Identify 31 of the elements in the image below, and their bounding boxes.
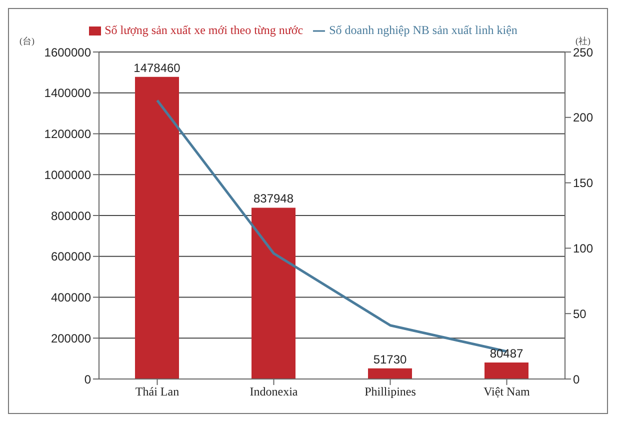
legend-label: Số lượng sản xuất xe mới theo từng nước [104,23,304,37]
bar [135,76,179,379]
bar [252,208,296,379]
x-tick-label: Phillipines [364,384,416,399]
bar [484,362,528,379]
y-tick-label: 0 [84,372,92,386]
y-tick-label: 1200000 [44,127,92,142]
y-tick-label: 400000 [50,290,92,305]
data-label: 1478460 [134,60,181,75]
legend-label: Số doanh nghiệp NB sản xuất linh kiện [329,23,518,37]
y2-tick-label: 100 [573,241,594,256]
y2-tick-label: 200 [573,110,594,125]
y2-tick-label: 0 [573,372,580,386]
y-tick-label: 1400000 [44,86,92,100]
y-tick-label: 200000 [50,331,92,346]
y-tick-label: 800000 [50,208,92,223]
y-tick-label: 1600000 [44,45,92,60]
bar [368,368,412,379]
data-label: 80487 [490,346,524,361]
y-axis-title: (台) [20,36,34,46]
x-tick-label: Thái Lan [135,384,180,399]
y-tick-label: 1000000 [44,168,92,182]
x-tick-label: Indonexia [250,384,298,399]
y2-tick-label: 150 [573,176,594,190]
y2-tick-label: 50 [573,306,587,321]
x-tick-label: Việt Nam [484,384,531,399]
y2-tick-label: 250 [573,45,594,60]
y-tick-label: 600000 [50,250,92,264]
y2-axis-title: (社) [576,36,590,46]
data-label: 51730 [373,352,408,366]
data-label: 837948 [253,192,294,206]
